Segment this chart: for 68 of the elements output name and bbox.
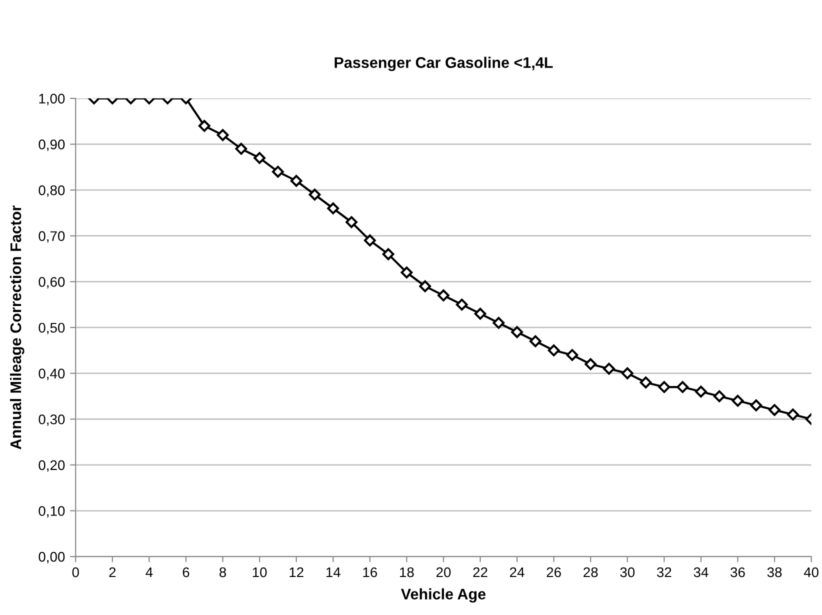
x-tick-label: 38 — [767, 567, 782, 578]
x-tick-label: 14 — [326, 568, 340, 578]
point — [548, 344, 560, 356]
y-tick-label: 0,50 — [38, 322, 65, 334]
point — [676, 381, 689, 394]
y-axis-title: Annual Mileage Correction Factor — [10, 205, 24, 450]
x-tick-label: 34 — [694, 567, 708, 578]
x-tick-label: 0 — [72, 567, 79, 578]
point — [216, 129, 229, 142]
x-tick-label: 22 — [473, 567, 488, 578]
point — [474, 308, 486, 320]
y-tick-label: 0,80 — [38, 185, 65, 197]
point — [732, 394, 744, 407]
y-tick-label: 0,60 — [38, 277, 65, 288]
point — [456, 298, 468, 311]
y-tick-label: 0,90 — [38, 140, 65, 152]
point — [438, 289, 450, 302]
y-tick-label: 0,20 — [38, 460, 65, 472]
point — [400, 266, 413, 278]
point — [308, 188, 321, 201]
point — [419, 280, 432, 292]
point — [621, 367, 634, 380]
y-tick-label: 0,40 — [38, 368, 65, 380]
y-tick-label: 0,10 — [38, 506, 65, 518]
point — [290, 174, 302, 187]
point — [346, 216, 358, 228]
x-tick-label: 30 — [620, 567, 635, 578]
point — [750, 399, 762, 412]
point — [382, 248, 394, 260]
point — [272, 166, 284, 178]
point — [713, 390, 726, 402]
x-tick-label: 20 — [436, 567, 451, 578]
x-tick-label: 6 — [182, 567, 190, 578]
y-tick-label: 0,00 — [38, 552, 65, 564]
x-tick-label: 16 — [363, 567, 378, 578]
x-tick-label: 26 — [546, 567, 561, 578]
x-tick-label: 32 — [656, 567, 672, 578]
x-tick-label: 40 — [804, 567, 818, 578]
point — [492, 316, 505, 329]
point — [254, 152, 266, 164]
y-tick-label: 1,00 — [39, 94, 65, 106]
point — [768, 404, 780, 416]
x-tick-label: 4 — [146, 568, 153, 578]
point — [603, 362, 615, 375]
x-axis-title: Vehicle Age — [400, 588, 486, 603]
point — [566, 349, 578, 361]
point — [640, 376, 652, 388]
point — [364, 234, 376, 246]
point — [786, 408, 799, 420]
x-tick-label: 10 — [252, 567, 267, 578]
point — [658, 381, 670, 394]
y-tick-label: 0,30 — [38, 414, 65, 426]
x-tick-label: 18 — [400, 567, 414, 578]
chart-title: Passenger Car Gasoline <1,4L — [334, 56, 553, 72]
point — [511, 326, 523, 338]
x-tick-label: 28 — [584, 567, 598, 578]
x-tick-label: 2 — [109, 567, 116, 578]
x-tick-label: 8 — [220, 567, 226, 578]
point — [327, 202, 340, 214]
y-tick-label: 0,70 — [38, 231, 65, 243]
x-tick-label: 12 — [290, 567, 304, 578]
point — [235, 142, 248, 155]
x-tick-label: 24 — [510, 567, 524, 578]
point — [584, 358, 597, 370]
point — [198, 120, 210, 132]
x-tick-label: 36 — [730, 567, 745, 578]
point — [529, 335, 542, 348]
point — [695, 386, 707, 398]
